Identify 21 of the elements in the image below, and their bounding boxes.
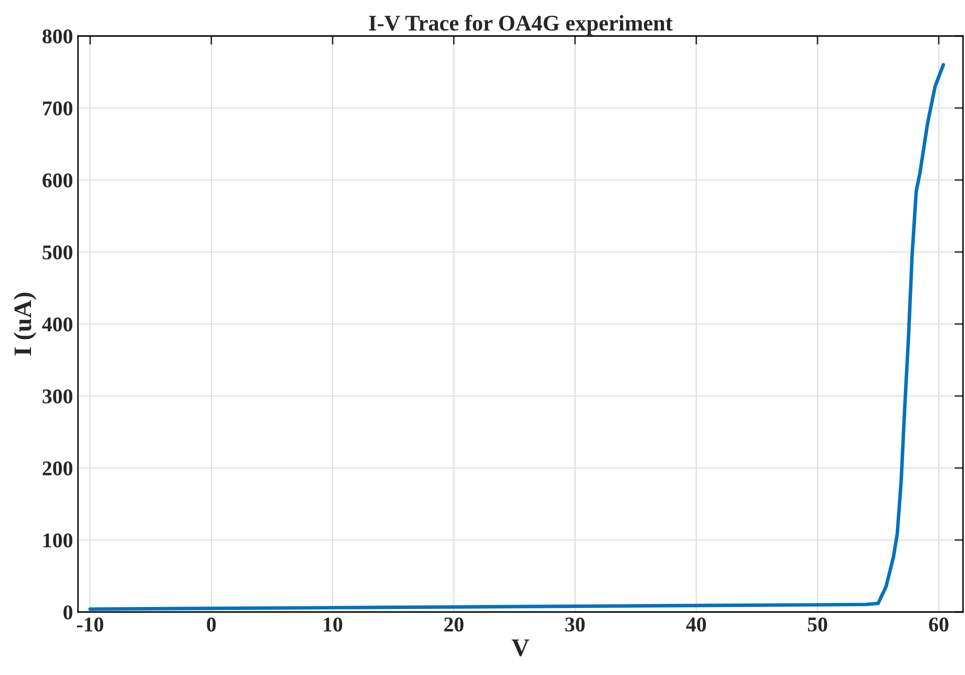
y-tick-label: 300 bbox=[42, 389, 72, 404]
x-tick-label: 20 bbox=[444, 617, 464, 632]
chart-title: I-V Trace for OA4G experiment bbox=[368, 14, 673, 36]
x-axis-title: V bbox=[512, 640, 530, 656]
y-tick-label: 200 bbox=[42, 461, 72, 476]
y-tick-label: 500 bbox=[42, 245, 72, 260]
y-tick-label: 600 bbox=[42, 173, 72, 188]
x-tick-label: 30 bbox=[565, 617, 585, 632]
y-axis-title: I (uA) bbox=[14, 292, 36, 356]
line-series bbox=[88, 63, 946, 611]
x-tick-label: 0 bbox=[206, 617, 216, 632]
x-tick-label: 40 bbox=[686, 617, 706, 632]
y-tick-label: 400 bbox=[42, 317, 72, 332]
y-tick-label: 700 bbox=[43, 101, 72, 116]
x-tick-label: 60 bbox=[929, 617, 948, 632]
y-tick-label: 0 bbox=[64, 605, 72, 620]
x-tick-label: 10 bbox=[324, 617, 342, 632]
y-tick-label: 100 bbox=[44, 533, 72, 548]
x-tick-label: 50 bbox=[808, 617, 828, 632]
y-tick-label: 800 bbox=[42, 29, 72, 44]
x-tick-label: -10 bbox=[77, 617, 104, 632]
